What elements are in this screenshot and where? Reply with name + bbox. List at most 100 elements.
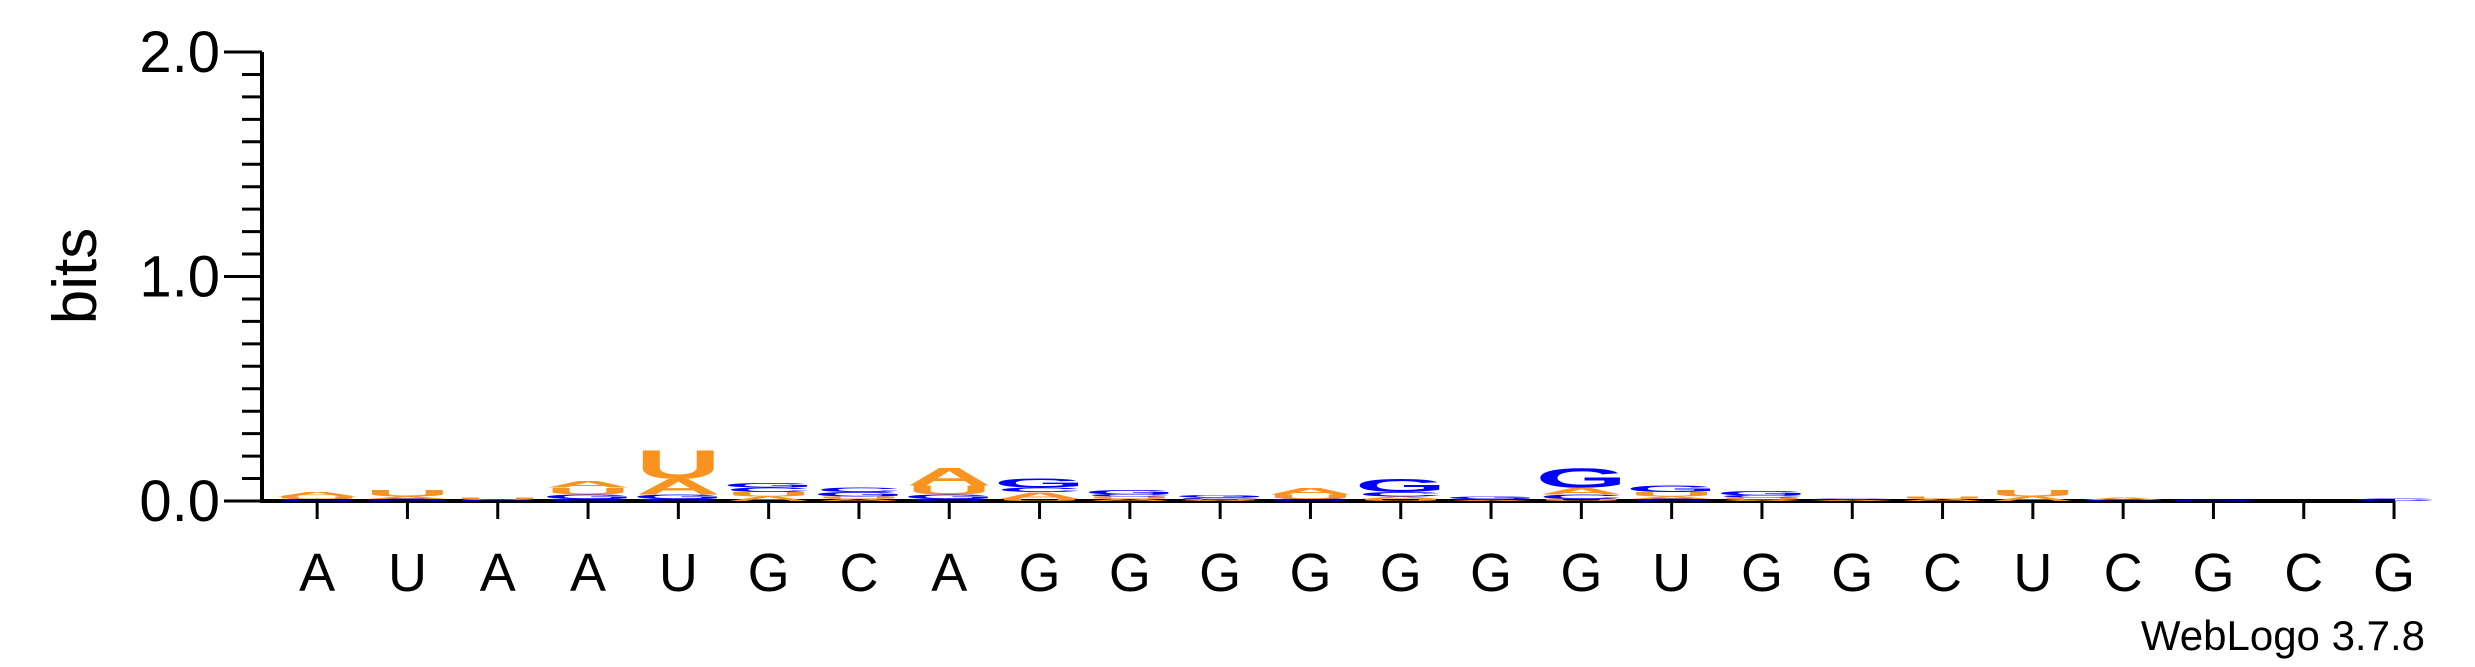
logo-letter-C: C <box>545 498 630 501</box>
x-tick-label: G <box>1019 543 1061 603</box>
logo-letter-A: A <box>907 463 992 491</box>
logo-letter-G: G <box>994 476 1086 490</box>
logo-letter-C: C <box>2081 500 2166 502</box>
logo-letter-A: A <box>726 495 811 502</box>
logo-letter-C: C <box>997 486 1082 493</box>
logo-letter-C: C <box>1178 497 1263 499</box>
logo-letter-C: C <box>726 486 811 493</box>
y-axis-label: bits <box>41 228 110 324</box>
logo-letter-U: U <box>907 483 992 497</box>
x-tick-label: C <box>2284 543 2323 603</box>
logo-letter-U: U <box>545 486 630 497</box>
x-tick-label: G <box>1109 543 1151 603</box>
x-tick-label: G <box>1470 543 1512 603</box>
logo-letter-C: C <box>1719 495 1804 498</box>
logo-letter-G: G <box>1445 496 1537 499</box>
logo-letter-A: A <box>1539 486 1624 497</box>
x-tick-label: G <box>1831 543 1873 603</box>
logo-letter-G: G <box>813 491 905 498</box>
logo-letter-A: A <box>1358 496 1443 499</box>
logo-letter-A: A <box>1810 500 1895 502</box>
logo-letter-C: C <box>455 500 540 502</box>
logo-letter-U: U <box>1087 496 1172 499</box>
x-tick-label: G <box>1199 543 1241 603</box>
x-tick-label: G <box>1741 543 1783 603</box>
logo-letter-G: G <box>903 493 995 500</box>
logo-letter-U: U <box>1358 498 1443 501</box>
logo-letter-U: U <box>275 496 360 499</box>
y-tick-label: 1.0 <box>139 245 220 310</box>
logo-letter-C: C <box>907 498 992 501</box>
logo-letter-C: C <box>636 498 721 501</box>
x-tick-label: C <box>2104 543 2143 603</box>
x-tick-label: G <box>1560 543 1602 603</box>
logo-letter-C: C <box>275 498 360 501</box>
logo-letter-C: C <box>2351 498 2436 501</box>
logo-letter-A: A <box>1087 498 1172 501</box>
x-tick-label: C <box>839 543 878 603</box>
logo-letter-G: G <box>1806 498 1898 500</box>
logo-letter-A: A <box>275 491 360 498</box>
logo-letter-G: G <box>1084 489 1176 496</box>
x-tick-label: U <box>2013 543 2052 603</box>
logo-letter-U: U <box>1268 493 1353 500</box>
axes: 0.0 1.0 2.0 <box>139 20 2395 534</box>
logo-letter-C: C <box>1629 498 1714 501</box>
logo-letter-U: U <box>1900 496 1985 499</box>
logo-letter-U: U <box>455 497 540 500</box>
x-tick-label: A <box>480 543 516 603</box>
x-tick-label: G <box>2373 543 2415 603</box>
logo-letter-C: C <box>816 486 901 493</box>
logo-letter-U: U <box>1178 498 1263 500</box>
logo-letter-C: C <box>1268 498 1353 501</box>
logo-letter-G: G <box>1626 484 1718 495</box>
logo-letter-U: U <box>1629 491 1714 498</box>
x-tick-label: A <box>299 543 335 603</box>
logo-letter-U: U <box>1719 497 1804 500</box>
logo-letter-A: A <box>1900 498 1985 501</box>
logo-letter-G: G <box>2168 500 2260 502</box>
logo-letter-G: G <box>632 493 724 500</box>
x-tick-label: C <box>1923 543 1962 603</box>
logo-letter-U: U <box>726 491 811 498</box>
logo-letter-G: G <box>723 482 815 489</box>
logo-letter-C: C <box>1539 493 1624 500</box>
logo-letter-U: U <box>816 496 901 499</box>
logo-letter-U: U <box>636 442 721 488</box>
logo-letter-A: A <box>1719 500 1804 502</box>
x-tick-label: G <box>1380 543 1422 603</box>
logo-letter-A: A <box>365 496 450 499</box>
logo-letter-G: G <box>1535 462 1627 493</box>
logo-letter-C: C <box>1358 491 1443 498</box>
logo-letter-A: A <box>816 498 901 501</box>
logo-letter-G: G <box>542 493 634 500</box>
x-tick-label: U <box>659 543 698 603</box>
logo-letter-U: U <box>1539 498 1624 501</box>
logo-letter-U: U <box>365 488 450 499</box>
y-tick-label: 0.0 <box>139 469 220 534</box>
logo-letter-C: C <box>1448 498 1533 500</box>
logo-letter-A: A <box>545 479 630 490</box>
logo-letter-A: A <box>997 490 1082 501</box>
logo-letter-A: A <box>1178 500 1263 502</box>
logo-letter-A: A <box>636 474 721 498</box>
logo-letter-A: A <box>1990 495 2075 502</box>
logo-letter-C: C <box>1087 494 1172 497</box>
x-tick-label: A <box>931 543 967 603</box>
x-tick-label: G <box>748 543 790 603</box>
logo-letter-U: U <box>1990 488 2075 499</box>
x-tick-label: U <box>388 543 427 603</box>
weblogo-credit: WebLogo 3.7.8 <box>2141 612 2425 659</box>
x-tick-label: G <box>1289 543 1331 603</box>
logo-letter-U: U <box>997 498 1082 501</box>
logo-letter-G: G <box>1355 475 1447 496</box>
logo-letter-A: A <box>1448 500 1533 502</box>
x-tick-label: A <box>570 543 606 603</box>
logo-letter-A: A <box>1629 496 1714 499</box>
logo-letter-A: A <box>2081 497 2166 500</box>
y-tick-label: 2.0 <box>139 20 220 85</box>
logo-letter-G: G <box>1716 490 1808 497</box>
